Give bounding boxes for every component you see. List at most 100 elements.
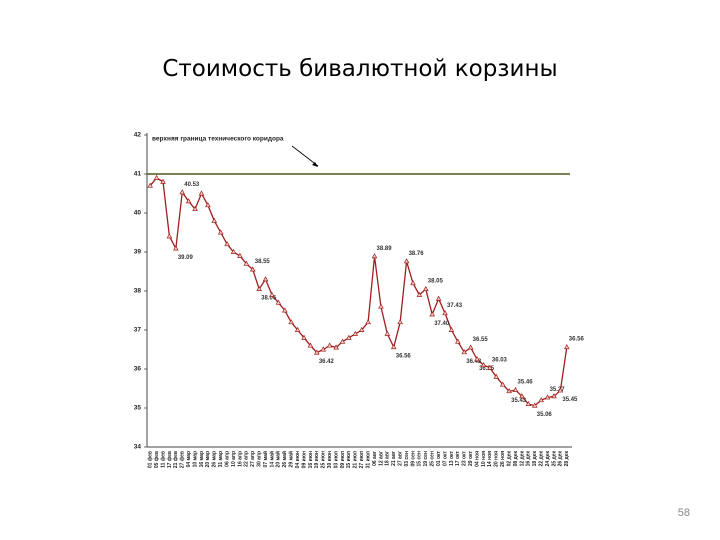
data-point xyxy=(230,248,237,254)
data-point xyxy=(314,349,320,355)
x-tick-label: 27 фев xyxy=(179,451,186,468)
y-tick-label: 35 xyxy=(134,405,142,412)
x-tick-label: 25 дек xyxy=(551,451,557,467)
x-tick-label: 15 июл xyxy=(346,451,352,468)
data-label: 35.43 xyxy=(511,398,527,404)
data-point xyxy=(538,397,544,403)
x-tick-label: 27 июл xyxy=(359,451,365,468)
data-point xyxy=(339,338,346,344)
data-point xyxy=(147,182,153,188)
data-point xyxy=(198,190,205,196)
arrow-head xyxy=(312,162,318,167)
x-tick-label: 08 дек xyxy=(513,451,519,467)
data-label: 36.25 xyxy=(479,366,495,372)
data-point xyxy=(531,402,538,408)
data-point xyxy=(211,217,218,223)
data-point xyxy=(217,229,224,235)
data-point xyxy=(249,266,256,272)
data-label: 37.40 xyxy=(434,321,450,327)
x-tick-label: 16 июн xyxy=(308,451,314,468)
data-point xyxy=(480,361,487,368)
x-tick-label: 25 июн xyxy=(321,451,327,468)
data-point xyxy=(224,241,230,247)
data-label: 38.05 xyxy=(261,296,277,302)
data-label: 38.55 xyxy=(255,259,271,265)
data-point xyxy=(410,280,416,286)
data-point xyxy=(544,394,551,400)
data-point xyxy=(461,349,468,355)
annotation-arrow xyxy=(291,145,319,167)
data-line xyxy=(149,177,568,407)
data-point xyxy=(448,326,455,332)
y-tick-label: 34 xyxy=(134,444,142,451)
data-point xyxy=(455,338,461,344)
x-tick-label: 25 сен xyxy=(430,451,436,467)
x-tick-label: 02 дек xyxy=(506,451,512,467)
data-point xyxy=(282,307,288,313)
x-tick-label: 04 ноя xyxy=(474,451,480,467)
data-point xyxy=(403,258,410,264)
x-tick-label: 12 дек xyxy=(519,451,525,467)
x-tick-label: 30 апр xyxy=(256,451,262,467)
x-tick-label: 22 дек xyxy=(538,451,544,467)
x-tick-label: 27 авг xyxy=(397,451,403,466)
data-point xyxy=(506,388,512,394)
y-tick-label: 39 xyxy=(134,249,142,256)
slide-title: Стоимость бивалютной корзины xyxy=(162,56,558,82)
data-point xyxy=(525,400,532,407)
data-label: 38.05 xyxy=(428,279,444,285)
x-tick-label: 20 ноя xyxy=(494,451,500,467)
x-tick-label: 29 май xyxy=(288,451,295,467)
data-point xyxy=(358,326,365,332)
data-label: 38.76 xyxy=(409,251,425,257)
x-tick-label: 03 июл xyxy=(333,451,339,468)
data-point xyxy=(467,344,474,350)
data-point xyxy=(493,373,500,379)
data-point xyxy=(320,346,327,352)
x-tick-label: 11 фев xyxy=(159,451,166,468)
x-tick-label: 01 фев xyxy=(147,451,154,468)
x-tick-label: 16 мар xyxy=(199,451,205,467)
x-tick-label: 10 мар xyxy=(192,451,198,467)
data-point xyxy=(294,326,301,332)
data-point xyxy=(378,303,384,309)
x-tick-label: 12 авг xyxy=(378,451,384,466)
x-tick-label: 17 окт xyxy=(455,450,461,466)
data-label: 36.56 xyxy=(396,354,412,360)
y-tick-label: 40 xyxy=(134,210,142,217)
data-point xyxy=(512,386,519,393)
data-point xyxy=(435,295,442,301)
data-point xyxy=(365,319,371,325)
x-tick-label: 21 июл xyxy=(353,451,359,468)
x-tick-label: 13 окт xyxy=(449,450,455,466)
data-point xyxy=(423,285,429,291)
x-tick-label: 21 авг xyxy=(391,451,397,466)
data-label: 39.09 xyxy=(178,255,194,261)
data-point xyxy=(519,393,525,399)
data-point xyxy=(192,205,198,212)
data-point xyxy=(352,330,359,336)
x-tick-label: 26 дек xyxy=(558,451,564,467)
data-point xyxy=(288,319,294,325)
data-point xyxy=(397,319,403,325)
x-tick-label: 06 авг xyxy=(372,451,378,466)
x-tick-label: 26 май xyxy=(281,451,288,467)
data-point xyxy=(307,342,314,348)
x-tick-label: 15 сен xyxy=(417,451,423,467)
x-tick-label: 26 ноя xyxy=(500,451,506,467)
data-label: 36.03 xyxy=(492,357,508,363)
x-tick-label: 16 дек xyxy=(526,451,532,467)
data-point xyxy=(487,364,493,370)
x-tick-label: 05 фев xyxy=(153,451,160,468)
x-tick-label: 18 дек xyxy=(532,451,538,467)
x-tick-label: 09 июн xyxy=(301,451,307,468)
data-point xyxy=(371,253,378,259)
data-point xyxy=(429,311,435,317)
data-point xyxy=(153,174,160,180)
data-point xyxy=(243,260,250,266)
data-label: 35.45 xyxy=(562,397,578,403)
data-point xyxy=(275,299,282,305)
x-tick-label: 26 мар xyxy=(212,451,218,467)
x-tick-label: 07 окт xyxy=(442,450,448,466)
